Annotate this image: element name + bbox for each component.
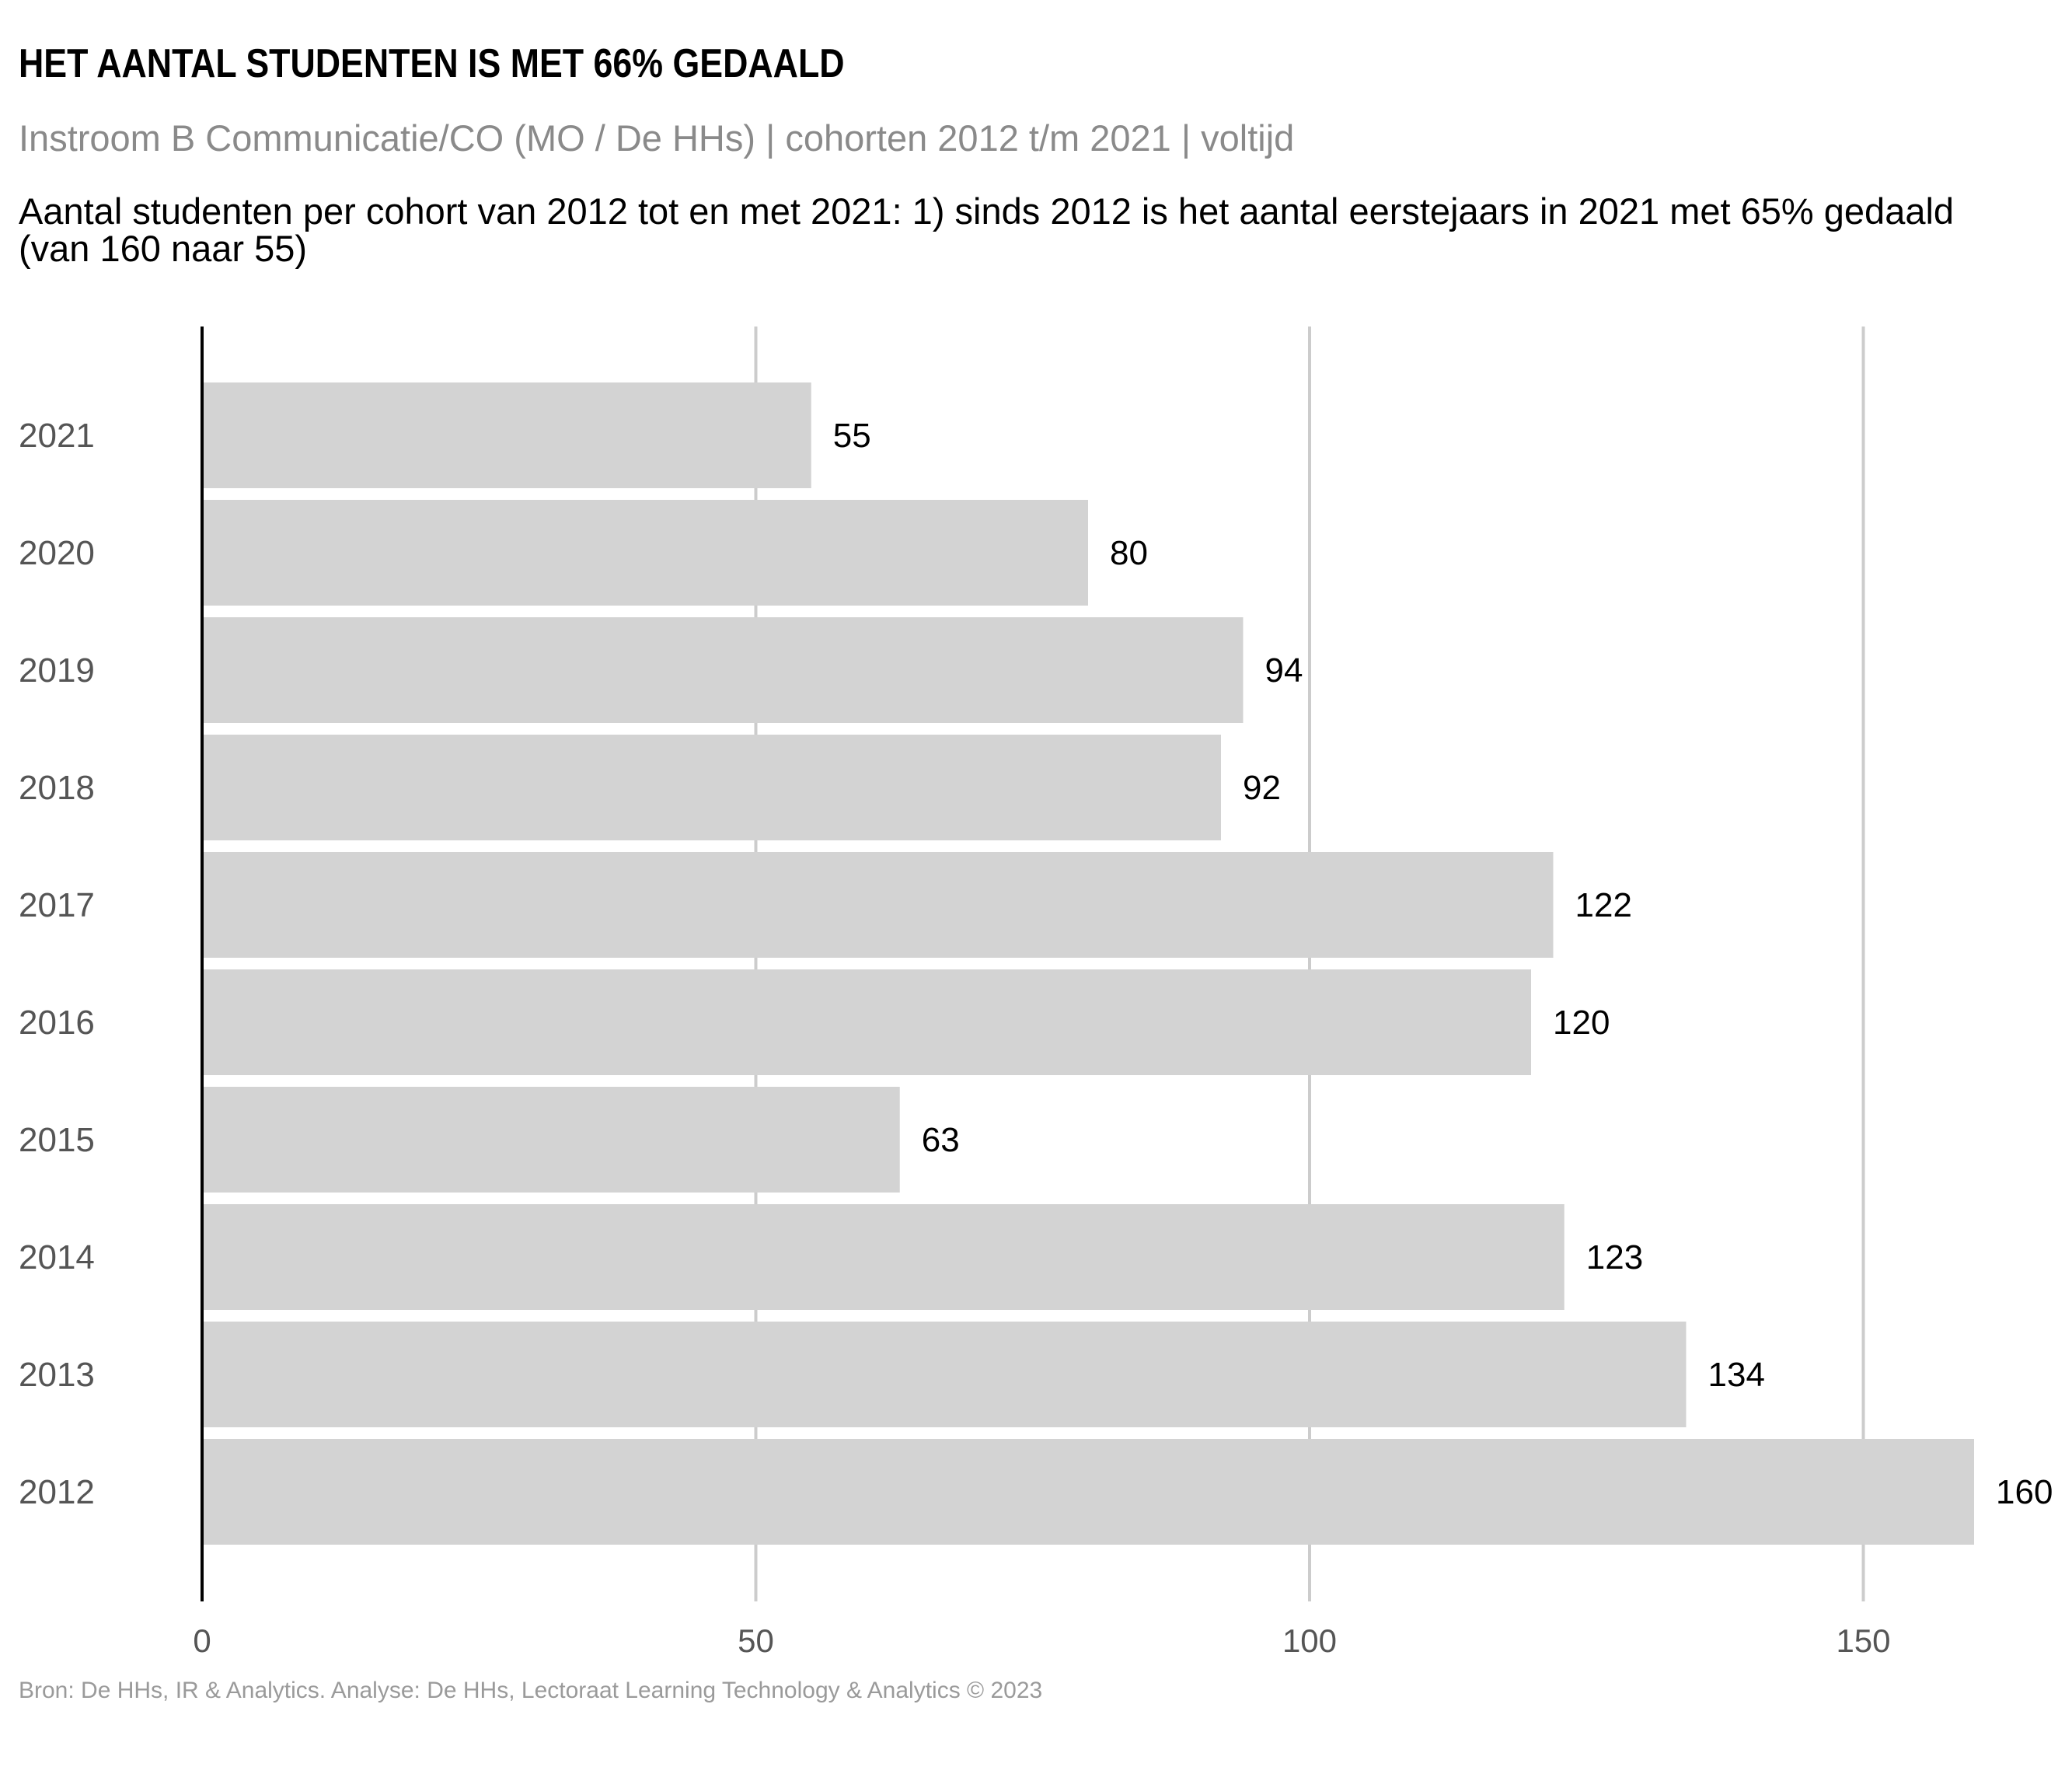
bar xyxy=(202,735,1221,840)
bars xyxy=(202,382,1974,1545)
category-label: 2017 xyxy=(19,886,95,924)
category-label: 2019 xyxy=(19,651,95,690)
bar xyxy=(202,1439,1974,1545)
labels: 0 50 100 150 2021 55 2020 80 2019 94 2018 92 2017 122… xyxy=(19,417,2053,1659)
x-tick-label: 150 xyxy=(1836,1622,1890,1659)
data-label: 92 xyxy=(1243,769,1281,807)
data-label: 134 xyxy=(1708,1356,1765,1394)
data-label: 160 xyxy=(1996,1473,2053,1511)
data-label: 94 xyxy=(1265,651,1303,690)
data-label: 55 xyxy=(833,417,871,455)
data-label: 63 xyxy=(922,1121,960,1159)
category-label: 2020 xyxy=(19,534,95,572)
chart-title: HET AANTAL STUDENTEN IS MET 66% GEDAALD xyxy=(19,41,845,86)
category-label: 2015 xyxy=(19,1121,95,1159)
category-label: 2018 xyxy=(19,769,95,807)
bar xyxy=(202,1322,1687,1427)
data-label: 122 xyxy=(1575,886,1632,924)
bar xyxy=(202,500,1088,606)
data-label: 123 xyxy=(1586,1238,1643,1276)
data-label: 120 xyxy=(1553,1004,1610,1042)
bar xyxy=(202,969,1531,1075)
x-tick-label: 100 xyxy=(1282,1622,1337,1659)
bar xyxy=(202,1204,1564,1310)
bar xyxy=(202,1087,900,1193)
source-caption: Bron: De HHs, IR & Analytics. Analyse: D… xyxy=(19,1678,1043,1703)
bar xyxy=(202,382,811,488)
category-label: 2013 xyxy=(19,1356,95,1394)
category-label: 2021 xyxy=(19,417,95,455)
category-label: 2014 xyxy=(19,1238,95,1276)
category-label: 2012 xyxy=(19,1473,95,1511)
data-label: 80 xyxy=(1110,534,1148,572)
chart-description: Aantal studenten per cohort van 2012 tot… xyxy=(19,190,1955,269)
bar xyxy=(202,617,1244,723)
category-label: 2016 xyxy=(19,1004,95,1042)
x-tick-label: 0 xyxy=(193,1622,211,1659)
x-tick-label: 50 xyxy=(738,1622,774,1659)
chart-subtitle: Instroom B Communicatie/CO (MO / De HHs)… xyxy=(19,117,1295,159)
bar-chart: 0 50 100 150 2021 55 2020 80 2019 94 2018 92 2017 122… xyxy=(19,327,2053,1659)
bar xyxy=(202,852,1554,958)
